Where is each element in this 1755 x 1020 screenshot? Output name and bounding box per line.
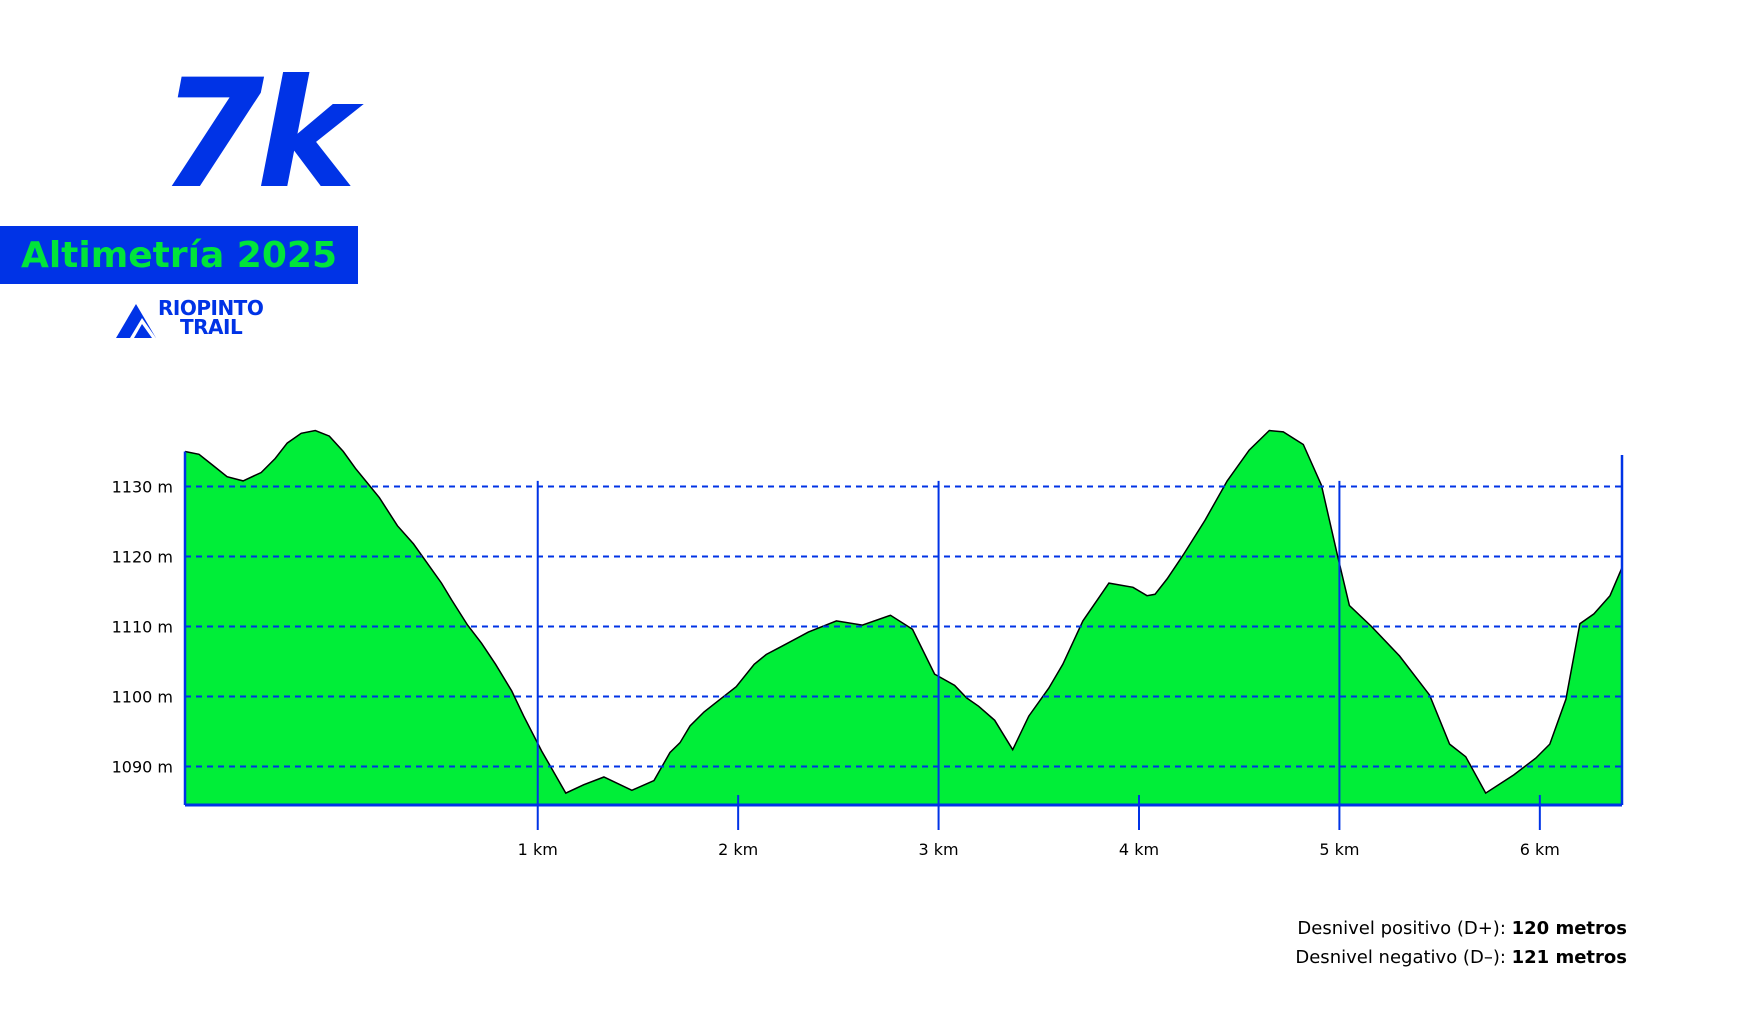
x-tick-label: 2 km: [718, 840, 758, 859]
negative-gain-line: Desnivel negativo (D–): 121 metros: [1295, 943, 1627, 972]
mountain-logo-icon: [116, 304, 156, 338]
negative-gain-value: 121 metros: [1511, 947, 1627, 968]
elevation-area: [185, 430, 1622, 805]
logo-line-2: TRAIL: [180, 315, 243, 339]
elevation-profile-chart: 1130 m 1120 m 1110 m 1100 m 1090 m 1 km 2 km 3 …: [112, 429, 1624, 859]
subtitle-text: Altimetría 2025: [20, 234, 337, 276]
x-tick-label: 3 km: [919, 840, 959, 859]
x-tick-label: 1 km: [518, 840, 558, 859]
elevation-stats: Desnivel positivo (D+): 120 metros Desni…: [1295, 914, 1627, 972]
x-tick-label: 6 km: [1520, 840, 1560, 859]
route-distance-title: 7k: [160, 48, 356, 222]
y-tick-label: 1130 m: [112, 478, 173, 497]
x-tick-label: 4 km: [1119, 840, 1159, 859]
logo-line-1: RIOPINTO: [158, 296, 264, 320]
y-tick-label: 1110 m: [112, 618, 173, 637]
subtitle-banner: Altimetría 2025: [0, 226, 358, 284]
y-tick-label: 1100 m: [112, 688, 173, 707]
x-tick-label: 5 km: [1319, 840, 1359, 859]
positive-gain-line: Desnivel positivo (D+): 120 metros: [1295, 914, 1627, 943]
brand-logo: RIOPINTO TRAIL: [116, 296, 296, 338]
y-tick-label: 1090 m: [112, 758, 173, 777]
positive-gain-label: Desnivel positivo (D+):: [1297, 918, 1512, 939]
negative-gain-label: Desnivel negativo (D–):: [1295, 947, 1512, 968]
elevation-line: [184, 429, 1623, 795]
y-tick-label: 1120 m: [112, 548, 173, 567]
positive-gain-value: 120 metros: [1511, 918, 1627, 939]
